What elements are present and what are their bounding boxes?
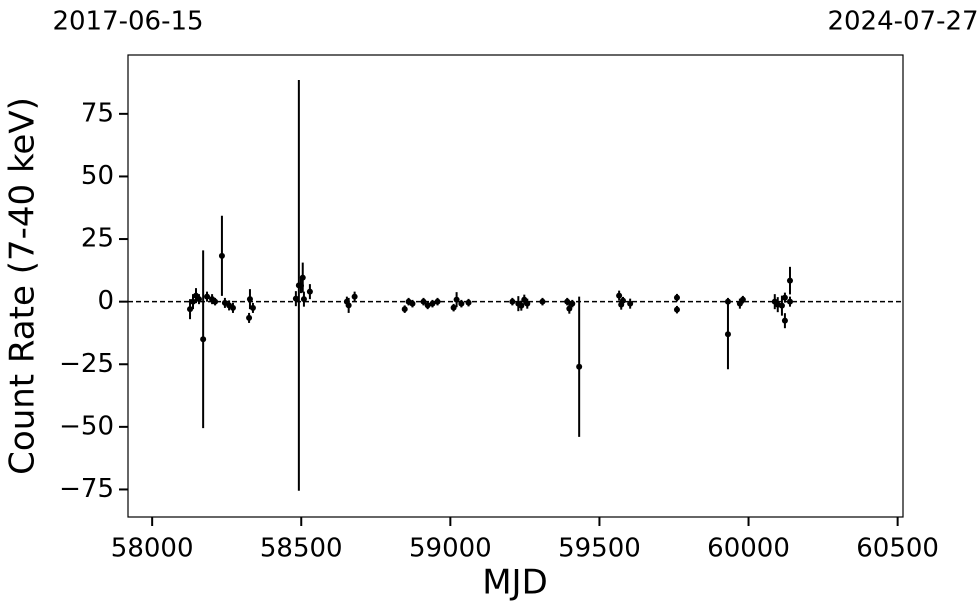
top-x-tick-label: 2017-06-15 [52, 7, 203, 37]
data-point [781, 317, 788, 324]
data-point [351, 293, 358, 300]
data-point [229, 304, 236, 311]
data-point [518, 302, 525, 309]
y-tick-label: −25 [59, 349, 114, 379]
data-point [429, 300, 436, 307]
y-tick-label: 0 [97, 286, 114, 316]
data-point [218, 252, 225, 259]
data-point [465, 299, 472, 306]
data-point [564, 298, 571, 305]
data-point [195, 296, 202, 303]
x-tick-label: 59500 [558, 534, 641, 564]
x-tick-label: 58500 [260, 534, 343, 564]
data-point [569, 300, 576, 307]
data-point [786, 298, 793, 305]
top-x-tick-label: 2024-07-27 [827, 7, 978, 37]
data-point [420, 298, 427, 305]
data-point [246, 314, 253, 321]
data-point [434, 298, 441, 305]
x-tick-label: 58000 [111, 534, 194, 564]
data-point [204, 293, 211, 300]
data-point [246, 296, 253, 303]
data-point [739, 296, 746, 303]
x-tick-label: 60000 [707, 534, 790, 564]
data-point [509, 298, 516, 305]
y-tick-label: 25 [81, 224, 114, 254]
data-point [292, 295, 299, 302]
data-point [724, 331, 731, 338]
data-point [616, 292, 623, 299]
data-point [212, 298, 219, 305]
data-point [249, 304, 256, 311]
data-point [409, 300, 416, 307]
data-point [576, 363, 583, 370]
data-point [673, 306, 680, 313]
data-point [299, 274, 306, 281]
data-point [566, 305, 573, 312]
data-point [401, 306, 408, 313]
data-point [187, 306, 194, 313]
x-tick-label: 60500 [856, 534, 939, 564]
data-point [778, 302, 785, 309]
data-point [627, 300, 634, 307]
y-tick-label: 50 [81, 161, 114, 191]
data-point [524, 300, 531, 307]
data-point [453, 296, 460, 303]
x-tick-label: 59000 [409, 534, 492, 564]
plot-frame [127, 54, 904, 518]
y-tick-label: −75 [59, 474, 114, 504]
data-point [424, 302, 431, 309]
data-point [200, 336, 207, 343]
data-point [300, 296, 307, 303]
y-axis-label: Count Rate (7-40 keV) [3, 97, 43, 475]
y-tick-label: −50 [59, 411, 114, 441]
data-point [450, 304, 457, 311]
y-tick-label: 75 [81, 98, 114, 128]
data-point [673, 294, 680, 301]
data-point [345, 302, 352, 309]
data-point [786, 277, 793, 284]
data-point [306, 288, 313, 295]
data-point [190, 298, 197, 305]
data-point [458, 300, 465, 307]
x-axis-label: MJD [482, 563, 548, 603]
data-point [539, 298, 546, 305]
data-point [781, 294, 788, 301]
data-point [619, 297, 626, 304]
